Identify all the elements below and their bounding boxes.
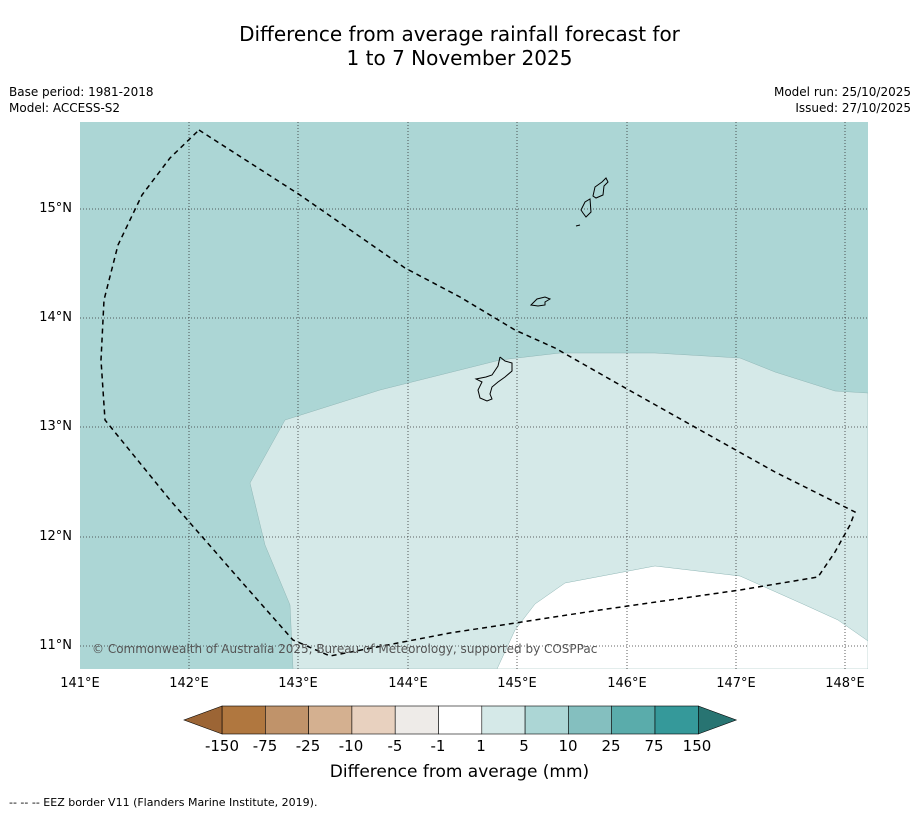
eez-footnote: -- -- -- EEZ border V11 (Flanders Marine…	[9, 796, 318, 809]
colorbar-swatch	[481, 705, 526, 735]
colorbar-swatch	[221, 705, 266, 735]
colorbar-min-extension	[183, 705, 223, 735]
colorbar-tick-label: -10	[338, 737, 364, 755]
lon-label-141e: 141°E	[60, 676, 100, 691]
map-area: © Commonwealth of Australia 2025, Bureau…	[80, 122, 868, 669]
colorbar-max-extension	[697, 705, 738, 735]
saipan-island	[592, 177, 609, 199]
colorbar	[183, 705, 738, 735]
colorbar-tick-label: 10	[558, 737, 578, 755]
lat-label-14n: 14°N	[39, 310, 72, 325]
lat-label-15n: 15°N	[39, 201, 72, 216]
lon-label-147e: 147°E	[716, 676, 756, 691]
model-name: Model: ACCESS-S2	[9, 101, 121, 115]
colorbar-swatch	[654, 705, 699, 735]
eez-border	[100, 129, 856, 657]
colorbar-tick-label: 1	[476, 737, 486, 755]
colorbar-swatch	[394, 705, 439, 735]
base-period: Base period: 1981-2018	[9, 85, 154, 99]
meta-right: Model run: 25/10/2025 Issued: 27/10/2025	[774, 84, 911, 116]
rota-island	[529, 296, 552, 307]
zone-minus1-to-1-mm	[496, 565, 868, 669]
colorbar-tick-label: -75	[252, 737, 278, 755]
lon-label-142e: 142°E	[169, 676, 209, 691]
lon-label-148e: 148°E	[825, 676, 865, 691]
colorbar-tick-label: 150	[682, 737, 712, 755]
colorbar-swatch	[264, 705, 309, 735]
colorbar-tick-label: 75	[644, 737, 664, 755]
lat-label-13n: 13°N	[39, 419, 72, 434]
guam-island	[474, 356, 513, 402]
colorbar-tick-label: -25	[295, 737, 321, 755]
aguijan-islet	[575, 224, 581, 227]
chart-title: Difference from average rainfall forecas…	[0, 22, 919, 70]
copyright-notice: © Commonwealth of Australia 2025, Bureau…	[92, 642, 597, 656]
lat-label-12n: 12°N	[39, 529, 72, 544]
model-run: Model run: 25/10/2025	[773, 85, 911, 99]
colorbar-swatch	[524, 705, 569, 735]
colorbar-swatch	[308, 705, 353, 735]
colorbar-tick-label: -1	[430, 737, 446, 755]
colorbar-title: Difference from average (mm)	[329, 762, 590, 782]
graticule	[80, 122, 868, 669]
colorbar-tick-label: 25	[601, 737, 621, 755]
lat-label-11n: 11°N	[39, 638, 72, 653]
title-line-2: 1 to 7 November 2025	[346, 46, 573, 70]
colorbar-tick-label: -5	[387, 737, 403, 755]
colorbar-swatch	[438, 705, 483, 735]
tinian-island	[580, 198, 592, 218]
colorbar-tick-label: 5	[519, 737, 529, 755]
colorbar-swatch	[611, 705, 656, 735]
colorbar-swatch	[351, 705, 396, 735]
lon-label-143e: 143°E	[278, 676, 318, 691]
meta-left: Base period: 1981-2018 Model: ACCESS-S2	[9, 84, 154, 116]
coastline	[474, 177, 609, 402]
colorbar-tick-label: -150	[204, 737, 240, 755]
colorbar-swatch	[568, 705, 613, 735]
lon-label-145e: 145°E	[497, 676, 537, 691]
title-line-1: Difference from average rainfall forecas…	[239, 22, 680, 46]
lon-label-146e: 146°E	[607, 676, 647, 691]
lon-label-144e: 144°E	[388, 676, 428, 691]
issued-date: Issued: 27/10/2025	[795, 101, 911, 115]
